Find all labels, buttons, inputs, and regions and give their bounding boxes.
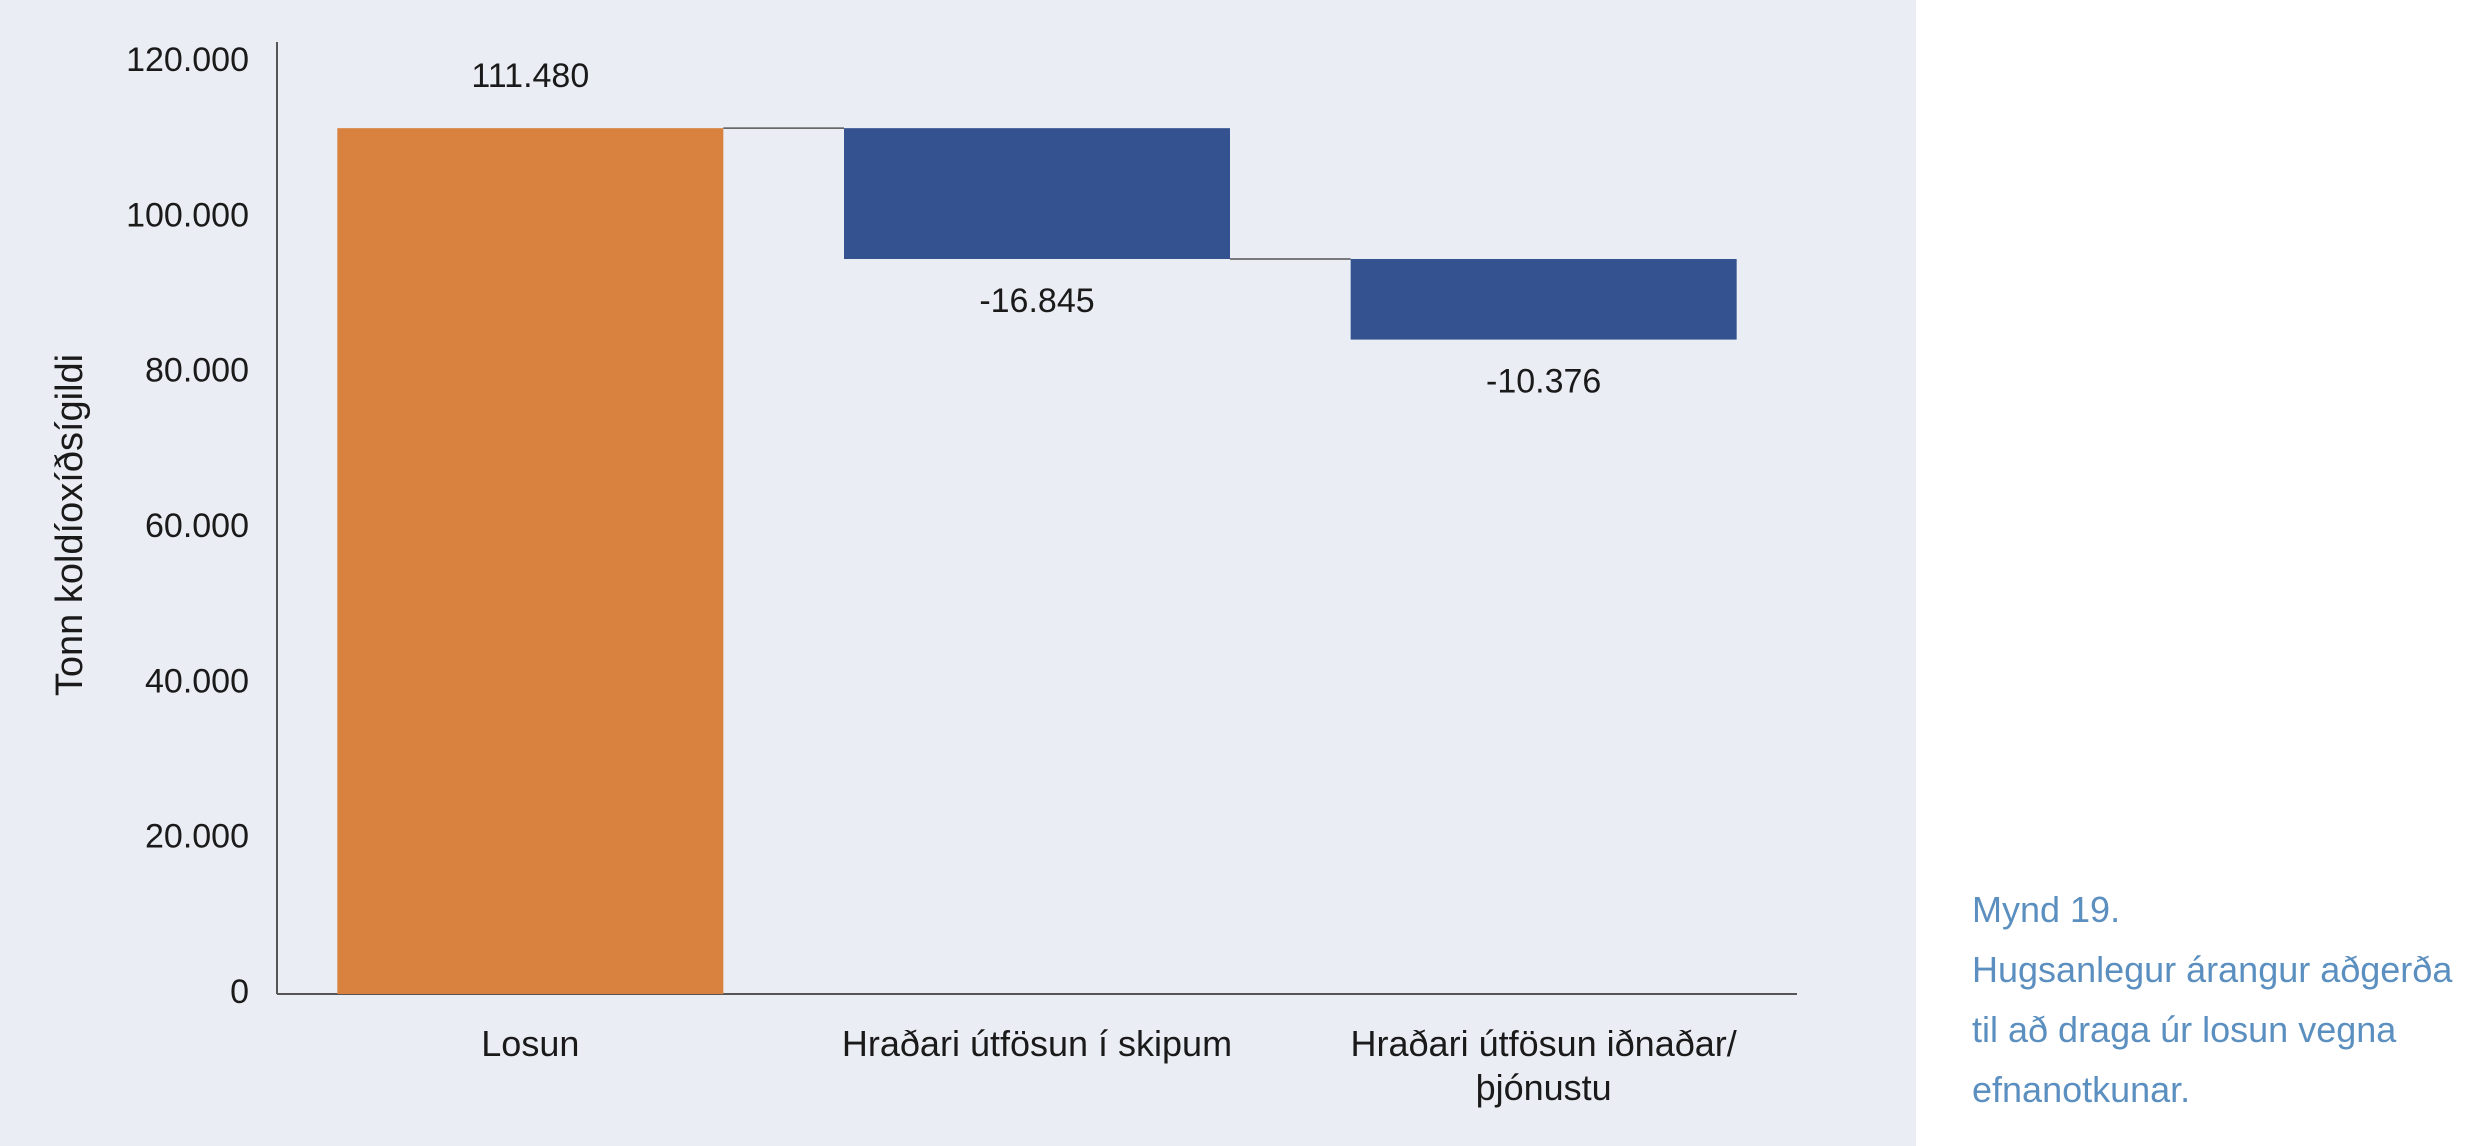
y-tick-label: 40.000 xyxy=(145,662,249,700)
x-tick-label: Hraðari útfösun iðnaðar/þjónustu xyxy=(1350,1023,1737,1108)
caption-line: efnanotkunar. xyxy=(1972,1069,2191,1110)
bar xyxy=(337,128,724,994)
y-tick-label: 100.000 xyxy=(126,196,249,234)
caption-figure: Mynd 19. xyxy=(1972,889,2121,930)
y-tick-label: 0 xyxy=(230,973,249,1011)
value-label: 111.480 xyxy=(471,57,589,95)
y-tick-label: 20.000 xyxy=(145,818,249,856)
caption: Mynd 19. Hugsanlegur árangur aðgerða til … xyxy=(1972,880,2452,1120)
caption-line: Hugsanlegur árangur aðgerða xyxy=(1972,949,2453,990)
bar xyxy=(1350,259,1737,340)
caption-line: til að draga úr losun vegna xyxy=(1972,1009,2397,1050)
x-tick-label: Losun xyxy=(481,1023,580,1064)
value-label: -10.376 xyxy=(1486,363,1601,401)
value-label: -16.845 xyxy=(979,282,1094,320)
y-tick-label: 60.000 xyxy=(145,507,249,545)
y-axis-label: Tonn koldíoxíðsígildi xyxy=(49,354,91,696)
chart: Tonn koldíoxíðsígildi 0 20.000 40.000 60.00… xyxy=(49,41,1797,1011)
bar xyxy=(844,128,1230,260)
y-tick-label: 80.000 xyxy=(145,352,249,390)
x-tick-label: Hraðari útfösun í skipum xyxy=(841,1023,1233,1064)
y-tick-label: 120.000 xyxy=(126,41,249,79)
